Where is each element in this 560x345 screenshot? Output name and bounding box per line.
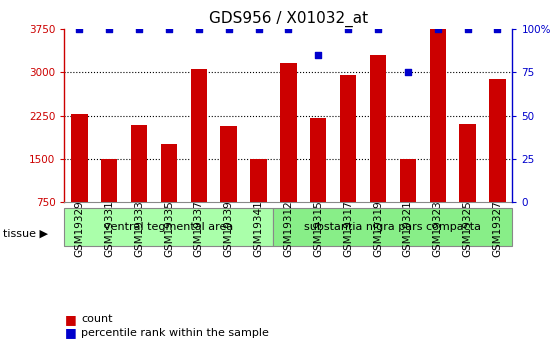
Point xyxy=(224,27,233,32)
Point xyxy=(254,27,263,32)
Text: GSM19331: GSM19331 xyxy=(104,200,114,257)
Bar xyxy=(71,114,87,202)
Bar xyxy=(459,124,476,202)
Text: ventral tegmental area: ventral tegmental area xyxy=(104,222,234,232)
Text: GSM19323: GSM19323 xyxy=(433,200,443,257)
Bar xyxy=(310,118,326,202)
Text: GSM19317: GSM19317 xyxy=(343,200,353,257)
Title: GDS956 / X01032_at: GDS956 / X01032_at xyxy=(209,10,368,27)
Text: ■: ■ xyxy=(64,326,76,339)
Point xyxy=(344,27,353,32)
Point xyxy=(165,27,174,32)
FancyBboxPatch shape xyxy=(64,208,273,246)
Point xyxy=(463,27,472,32)
Text: GSM19329: GSM19329 xyxy=(74,200,85,257)
Bar xyxy=(280,63,297,202)
Point xyxy=(194,27,203,32)
Point xyxy=(493,27,502,32)
Point xyxy=(374,27,382,32)
Point xyxy=(433,27,442,32)
Text: GSM19337: GSM19337 xyxy=(194,200,204,257)
FancyBboxPatch shape xyxy=(273,208,512,246)
Bar xyxy=(190,69,207,202)
Text: GSM19333: GSM19333 xyxy=(134,200,144,257)
Text: percentile rank within the sample: percentile rank within the sample xyxy=(81,328,269,338)
Bar xyxy=(101,159,118,202)
Text: GSM19315: GSM19315 xyxy=(313,200,323,257)
Text: GSM19319: GSM19319 xyxy=(373,200,383,257)
Bar xyxy=(370,55,386,202)
Point xyxy=(134,27,143,32)
Text: count: count xyxy=(81,314,113,324)
Text: GSM19341: GSM19341 xyxy=(254,200,264,257)
Text: GSM19339: GSM19339 xyxy=(223,200,234,257)
Text: GSM19321: GSM19321 xyxy=(403,200,413,257)
Text: GSM19325: GSM19325 xyxy=(463,200,473,257)
Point xyxy=(105,27,114,32)
Text: tissue ▶: tissue ▶ xyxy=(3,229,48,238)
Bar xyxy=(340,75,356,202)
Bar xyxy=(221,126,237,202)
Point xyxy=(284,27,293,32)
Text: ■: ■ xyxy=(64,313,76,326)
Bar xyxy=(250,159,267,202)
Bar xyxy=(489,79,506,202)
Text: GSM19312: GSM19312 xyxy=(283,200,293,257)
Text: GSM19327: GSM19327 xyxy=(492,200,502,257)
Bar xyxy=(430,29,446,202)
Point xyxy=(314,52,323,58)
Bar xyxy=(161,144,177,202)
Point xyxy=(75,27,84,32)
Point xyxy=(403,70,412,75)
Text: GSM19335: GSM19335 xyxy=(164,200,174,257)
Text: substantia nigra pars compacta: substantia nigra pars compacta xyxy=(305,222,482,232)
Bar xyxy=(400,159,416,202)
Bar xyxy=(131,125,147,202)
